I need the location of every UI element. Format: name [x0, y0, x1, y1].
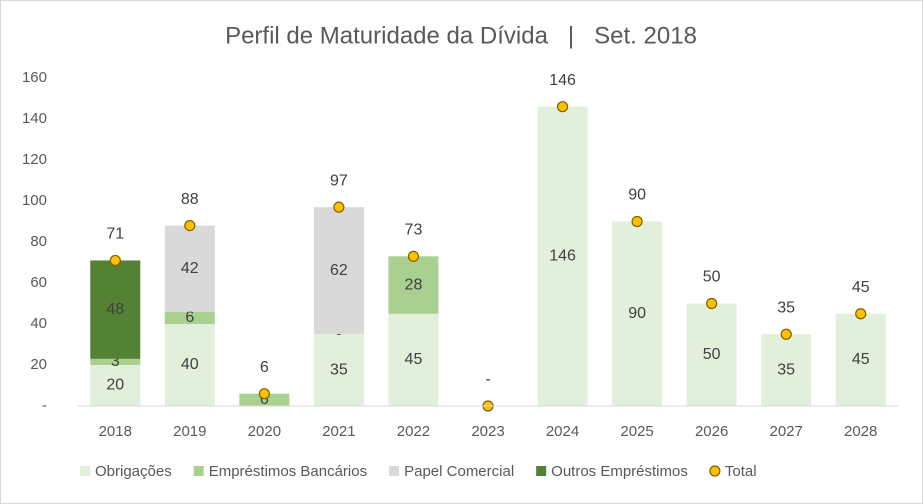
- total-marker: [706, 297, 718, 310]
- legend-swatch: [536, 466, 547, 476]
- bar-segment: [90, 365, 141, 406]
- y-tick-label: 140: [22, 110, 47, 127]
- data-label: 50: [703, 346, 721, 363]
- total-label: 73: [405, 222, 423, 239]
- bar-segment: [239, 393, 290, 406]
- total-label: 6: [260, 359, 269, 376]
- data-label: 35: [777, 361, 795, 378]
- data-label: 146: [549, 248, 576, 265]
- total-label: 71: [106, 226, 124, 243]
- data-label: 62: [330, 262, 348, 279]
- bar-segment: [164, 324, 215, 406]
- data-label: 28: [405, 276, 423, 293]
- bar-segment: [686, 303, 737, 406]
- total-label: 97: [330, 172, 348, 189]
- data-label: 40: [181, 356, 199, 373]
- total-label: 45: [852, 279, 870, 296]
- legend-swatch: [193, 466, 204, 476]
- data-label: 42: [181, 260, 199, 277]
- y-tick-label: 20: [30, 356, 47, 373]
- legend-swatch: [709, 465, 721, 477]
- total-label: 35: [777, 299, 795, 316]
- total-marker: [855, 308, 867, 320]
- total-marker: [109, 254, 121, 267]
- data-label: 90: [628, 305, 646, 322]
- x-tick-label: 2021: [322, 423, 355, 440]
- bar-segment: [164, 311, 215, 324]
- total-marker: [258, 388, 270, 400]
- bar-segment: [313, 207, 364, 335]
- chart-title: Perfil de Maturidade da Dívida | Set. 20…: [225, 22, 697, 49]
- x-tick-label: 2023: [471, 423, 504, 440]
- legend-swatch: [80, 466, 90, 476]
- bar-segment: [835, 313, 886, 406]
- bar-segment: [313, 334, 364, 406]
- y-tick-label: 100: [22, 192, 47, 209]
- legend-swatch: [389, 466, 400, 476]
- data-label: 45: [405, 351, 423, 368]
- data-label: 3: [111, 353, 120, 370]
- bar-segment: [90, 260, 141, 359]
- legend-label: Empréstimos Bancários: [209, 463, 367, 480]
- x-tick-label: 2028: [844, 423, 877, 440]
- bar-segment: [388, 313, 439, 406]
- y-tick-label: 80: [30, 233, 47, 250]
- x-tick-label: 2025: [620, 423, 653, 440]
- data-label: 20: [106, 377, 124, 394]
- legend-label: Obrigações: [95, 463, 172, 480]
- y-tick-label: 120: [22, 151, 47, 168]
- total-marker: [780, 328, 792, 340]
- x-tick-label: 2026: [695, 423, 728, 440]
- total-label: -: [485, 371, 490, 388]
- bar-segment: [164, 225, 215, 312]
- total-label: 90: [628, 187, 646, 204]
- x-tick-label: 2024: [546, 423, 579, 440]
- data-label: 48: [106, 301, 124, 318]
- legend-label: Papel Comercial: [404, 463, 514, 480]
- total-label: 50: [703, 269, 721, 286]
- total-marker: [556, 101, 569, 113]
- bar-segment: [388, 256, 439, 314]
- bar-segment: [537, 106, 588, 406]
- total-marker: [184, 220, 196, 232]
- x-tick-label: 2022: [397, 423, 430, 440]
- y-tick-label: 40: [30, 315, 47, 332]
- bar-segment: [612, 221, 663, 406]
- legend-label: Total: [725, 463, 757, 480]
- x-tick-label: 2027: [769, 423, 802, 440]
- bar-segment: [761, 334, 812, 406]
- data-label: 35: [330, 361, 348, 378]
- data-label: 45: [852, 351, 870, 368]
- data-label: 6: [185, 309, 194, 326]
- bar-segment: [90, 358, 141, 365]
- total-label: 88: [181, 191, 199, 208]
- x-tick-label: 2019: [173, 423, 206, 440]
- x-tick-label: 2020: [248, 423, 281, 440]
- legend-label: Outros Empréstimos: [551, 463, 688, 480]
- y-tick-label: 60: [30, 274, 47, 291]
- total-marker: [407, 250, 420, 262]
- total-label: 146: [549, 72, 576, 89]
- total-marker: [631, 215, 643, 228]
- total-marker: [333, 201, 345, 213]
- data-label: 6: [260, 391, 269, 408]
- y-tick-label: 160: [22, 69, 47, 86]
- x-tick-label: 2018: [99, 423, 132, 440]
- y-tick-label: -: [42, 397, 47, 414]
